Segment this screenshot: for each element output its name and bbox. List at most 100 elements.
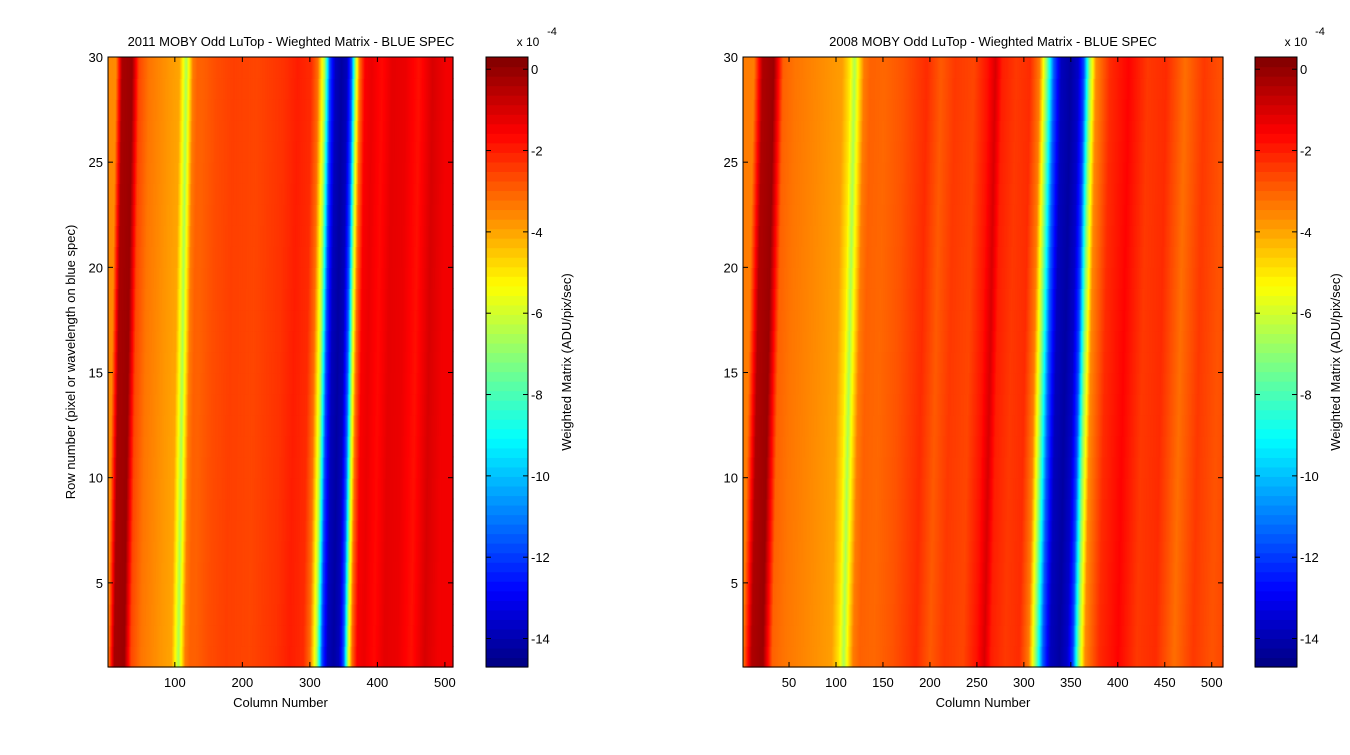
heatmap-cell bbox=[124, 582, 127, 605]
heatmap-cell bbox=[335, 624, 338, 647]
heatmap-cell bbox=[306, 561, 309, 584]
heatmap-cell bbox=[343, 582, 346, 605]
heatmap-cell bbox=[156, 561, 158, 584]
heatmap-cell bbox=[281, 645, 283, 668]
heatmap-cell bbox=[250, 645, 252, 668]
heatmap-cell bbox=[143, 561, 145, 584]
heatmap-cell bbox=[429, 561, 431, 584]
heatmap-cell bbox=[410, 645, 412, 668]
heatmap-cell bbox=[135, 582, 137, 605]
heatmap-cell bbox=[201, 603, 203, 626]
heatmap-cell bbox=[395, 582, 397, 605]
heatmap-cell bbox=[260, 561, 262, 584]
heatmap-cell bbox=[237, 582, 239, 605]
heatmap-cell bbox=[364, 624, 366, 647]
heatmap-cell bbox=[351, 561, 353, 584]
heatmap-cell bbox=[296, 645, 298, 668]
heatmap-cell bbox=[216, 582, 218, 605]
heatmap-cell bbox=[114, 645, 116, 668]
heatmap-cell bbox=[319, 561, 321, 584]
heatmap-cell bbox=[211, 582, 214, 605]
heatmap-cell bbox=[440, 624, 442, 647]
heatmap-cell bbox=[408, 603, 410, 626]
heatmap-cell bbox=[419, 645, 422, 668]
heatmap-cell bbox=[405, 624, 408, 647]
heatmap-cell bbox=[276, 603, 278, 626]
heatmap-cell bbox=[270, 561, 272, 584]
heatmap-cell bbox=[283, 561, 285, 584]
heatmap-cell bbox=[184, 645, 186, 668]
heatmap-cell bbox=[118, 540, 121, 563]
heatmap-cell bbox=[149, 561, 152, 584]
heatmap-cell bbox=[389, 624, 391, 647]
heatmap-cell bbox=[194, 561, 197, 584]
heatmap-cell bbox=[123, 582, 125, 605]
heatmap-cell bbox=[260, 645, 262, 668]
heatmap-cell bbox=[146, 603, 148, 626]
heatmap-cell bbox=[197, 603, 199, 626]
heatmap-cell bbox=[294, 624, 296, 647]
heatmap-cell bbox=[393, 624, 395, 647]
heatmap-cell bbox=[446, 603, 449, 626]
heatmap-cell bbox=[298, 603, 300, 626]
heatmap-cell bbox=[234, 624, 236, 647]
heatmap-cell bbox=[328, 624, 330, 647]
heatmap-cell bbox=[147, 645, 149, 668]
heatmap-cell bbox=[282, 603, 284, 626]
heatmap-cell bbox=[246, 561, 248, 584]
heatmap-cell bbox=[324, 645, 327, 668]
heatmap-cell bbox=[256, 624, 258, 647]
heatmap-cell bbox=[340, 624, 342, 647]
heatmap-cell bbox=[162, 582, 164, 605]
heatmap-cell bbox=[367, 645, 369, 668]
heatmap-cell bbox=[281, 582, 284, 605]
heatmap-cell bbox=[350, 582, 352, 605]
heatmap-cell bbox=[227, 624, 230, 647]
heatmap-cell bbox=[345, 582, 347, 605]
heatmap-cell bbox=[305, 582, 307, 605]
heatmap-cell bbox=[244, 645, 247, 668]
heatmap-cell bbox=[265, 624, 267, 647]
heatmap-cell bbox=[293, 624, 296, 647]
heatmap-cell bbox=[420, 603, 422, 626]
heatmap-cell bbox=[146, 582, 148, 605]
heatmap-cell bbox=[182, 561, 184, 584]
heatmap-cell bbox=[319, 645, 321, 668]
heatmap-cell bbox=[269, 603, 271, 626]
heatmap-cell bbox=[240, 645, 243, 668]
heatmap-cell bbox=[396, 624, 398, 647]
heatmap-cell bbox=[206, 624, 208, 647]
heatmap-cell bbox=[335, 645, 338, 668]
heatmap-cell bbox=[261, 624, 263, 647]
heatmap-cell bbox=[219, 582, 222, 605]
heatmap-cell bbox=[370, 645, 372, 668]
heatmap-cell bbox=[298, 582, 300, 605]
heatmap-cell bbox=[109, 624, 111, 647]
heatmap-cell bbox=[285, 624, 288, 647]
heatmap-cell bbox=[198, 582, 200, 605]
heatmap-cell bbox=[209, 561, 212, 584]
heatmap-cell bbox=[215, 582, 218, 605]
heatmap-cell bbox=[273, 645, 275, 668]
heatmap-cell bbox=[207, 645, 209, 668]
heatmap-cell bbox=[225, 645, 228, 668]
heatmap-cell bbox=[291, 561, 293, 584]
heatmap-cell bbox=[119, 603, 121, 626]
heatmap-cell bbox=[132, 645, 134, 668]
heatmap-cell bbox=[329, 624, 331, 647]
heatmap-cell bbox=[290, 582, 292, 605]
heatmap-cell bbox=[375, 645, 377, 668]
heatmap-cell bbox=[188, 603, 191, 626]
heatmap-cell bbox=[341, 582, 343, 605]
heatmap-cell bbox=[390, 603, 392, 626]
heatmap-cell bbox=[260, 603, 263, 626]
heatmap-cell bbox=[193, 603, 195, 626]
heatmap-cell bbox=[277, 561, 280, 584]
heatmap-cell bbox=[283, 582, 286, 605]
heatmap-cell bbox=[284, 645, 286, 668]
heatmap-cell bbox=[392, 645, 394, 668]
heatmap-cell bbox=[409, 624, 411, 647]
heatmap-cell bbox=[359, 624, 361, 647]
heatmap-cell bbox=[234, 561, 236, 584]
heatmap-cell bbox=[124, 561, 127, 584]
